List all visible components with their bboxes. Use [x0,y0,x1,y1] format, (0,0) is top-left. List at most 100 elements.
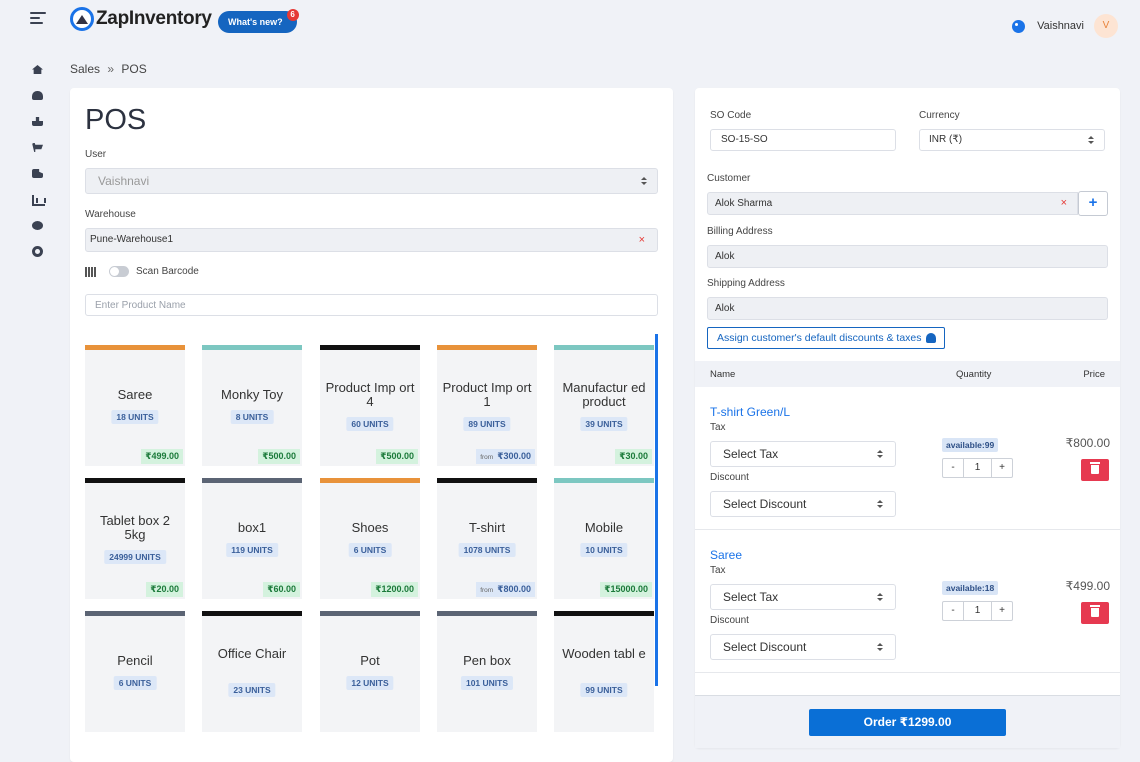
product-price: ₹60.00 [267,584,296,594]
price-from-label: from [480,587,494,594]
whats-new-label: What's new? [228,17,283,27]
product-tile[interactable]: Product Imp ort 1 89 UNITS from ₹300.00 [437,345,537,466]
gear-icon[interactable] [30,244,46,260]
users-icon[interactable] [30,88,46,104]
tax-select[interactable]: Select Tax [710,584,896,610]
product-name: Shoes [351,520,389,535]
product-search-input[interactable] [85,294,658,316]
avatar[interactable]: V [1094,14,1118,38]
menu-icon[interactable] [30,12,46,26]
user-select[interactable]: Vaishnavi [85,168,658,194]
decrease-quantity-button[interactable]: - [951,605,955,616]
discount-label: Discount [710,615,749,626]
tax-label: Tax [710,422,726,433]
product-name: Saree [117,387,153,402]
breadcrumb-separator: » [107,62,115,76]
whats-new-count-badge: 6 [286,9,299,21]
product-grid-scrollbar[interactable] [655,334,658,686]
product-tile[interactable]: Product Imp ort 4 60 UNITS ₹500.00 [320,345,420,466]
scan-barcode-toggle[interactable] [109,266,129,277]
tax-select-value: Select Tax [723,447,779,461]
remove-item-button[interactable] [1081,459,1109,481]
product-color-bar [85,345,185,350]
cart-item-name[interactable]: T-shirt Green/L [710,405,791,419]
product-color-bar [437,611,537,616]
breadcrumb-sales[interactable]: Sales [70,62,101,76]
chart-icon[interactable] [30,192,46,208]
product-tile[interactable]: Office Chair 23 UNITS [202,611,302,732]
product-tile[interactable]: Pot 12 UNITS [320,611,420,732]
clear-warehouse-icon[interactable]: × [638,234,645,246]
palette-icon[interactable] [1012,19,1026,33]
billing-address-label: Billing Address [707,226,773,237]
product-name: Product Imp ort 4 [325,380,415,409]
product-color-bar [202,478,302,483]
product-units-badge: 101 UNITS [460,676,514,690]
home-icon[interactable] [30,62,46,78]
add-customer-button[interactable]: + [1078,191,1108,216]
product-tile[interactable]: Saree 18 UNITS ₹499.00 [85,345,185,466]
product-tile[interactable]: Manufactur ed product 39 UNITS ₹30.00 [554,345,654,466]
user-name[interactable]: Vaishnavi [1037,20,1084,32]
discount-select[interactable]: Select Discount [710,491,896,517]
increase-quantity-button[interactable]: + [999,462,1005,473]
product-name: T-shirt [468,520,506,535]
billing-address-field[interactable]: Alok [707,245,1108,268]
product-tile[interactable]: Pen box 101 UNITS [437,611,537,732]
customer-label: Customer [707,173,751,184]
product-price-badge: ₹499.00 [141,449,183,464]
increase-quantity-button[interactable]: + [999,605,1005,616]
available-stock-badge: available:99 [942,438,999,452]
truck-icon[interactable] [30,166,46,182]
warehouse-select[interactable]: Pune-Warehouse1 × [85,228,658,252]
clear-customer-icon[interactable]: × [1060,197,1067,209]
product-color-bar [437,478,537,483]
remove-item-button[interactable] [1081,602,1109,624]
tax-select[interactable]: Select Tax [710,441,896,467]
nav-icon[interactable] [30,218,46,234]
product-color-bar [85,611,185,616]
product-tile[interactable]: Tablet box 2 5kg 24999 UNITS ₹20.00 [85,478,185,599]
product-price-badge: ₹30.00 [615,449,652,464]
product-tile[interactable]: Pencil 6 UNITS [85,611,185,732]
scan-barcode-row: Scan Barcode [85,266,199,277]
shipping-address-field[interactable]: Alok [707,297,1108,320]
product-tile[interactable]: Shoes 6 UNITS ₹1200.00 [320,478,420,599]
product-units-badge: 89 UNITS [463,417,511,431]
so-code-field[interactable]: SO-15-SO [710,129,896,151]
assign-defaults-button[interactable]: Assign customer's default discounts & ta… [707,327,945,349]
product-tile[interactable]: Wooden tabl e 99 UNITS [554,611,654,732]
breadcrumb-current: POS [121,62,147,76]
product-color-bar [202,345,302,350]
decrease-quantity-button[interactable]: - [951,462,955,473]
product-tile[interactable]: T-shirt 1078 UNITS from ₹800.00 [437,478,537,599]
cart-item-name[interactable]: Saree [710,548,743,562]
product-units-badge: 24999 UNITS [104,550,166,564]
product-price-badge: ₹500.00 [376,449,418,464]
logo[interactable]: ZapInventory [70,7,212,31]
product-units-badge: 23 UNITS [228,683,276,697]
boxes-icon[interactable] [30,114,46,130]
product-units-badge: 12 UNITS [346,676,394,690]
cart-item-price: ₹499.00 [1065,579,1110,593]
quantity-value[interactable]: 1 [963,602,992,620]
user-menu[interactable]: Vaishnavi V [1012,14,1118,38]
quantity-value[interactable]: 1 [963,459,992,477]
product-price-badge: from ₹800.00 [476,582,535,597]
product-name: Monky Toy [221,387,283,402]
product-units-badge: 18 UNITS [111,410,159,424]
product-tile[interactable]: Monky Toy 8 UNITS ₹500.00 [202,345,302,466]
product-tile[interactable]: box1 119 UNITS ₹60.00 [202,478,302,599]
product-units-badge: 60 UNITS [346,417,394,431]
so-code-label: SO Code [710,110,752,121]
user-label: User [85,149,107,160]
currency-select[interactable]: INR (₹) [919,129,1105,151]
customer-select[interactable]: Alok Sharma × [707,192,1078,215]
select-arrows-icon [877,593,883,602]
whats-new-button[interactable]: What's new? 6 [218,9,299,33]
order-button[interactable]: Order ₹1299.00 [809,709,1006,736]
discount-select[interactable]: Select Discount [710,634,896,660]
cart-icon[interactable] [30,140,46,156]
product-color-bar [554,345,654,350]
product-tile[interactable]: Mobile 10 UNITS ₹15000.00 [554,478,654,599]
